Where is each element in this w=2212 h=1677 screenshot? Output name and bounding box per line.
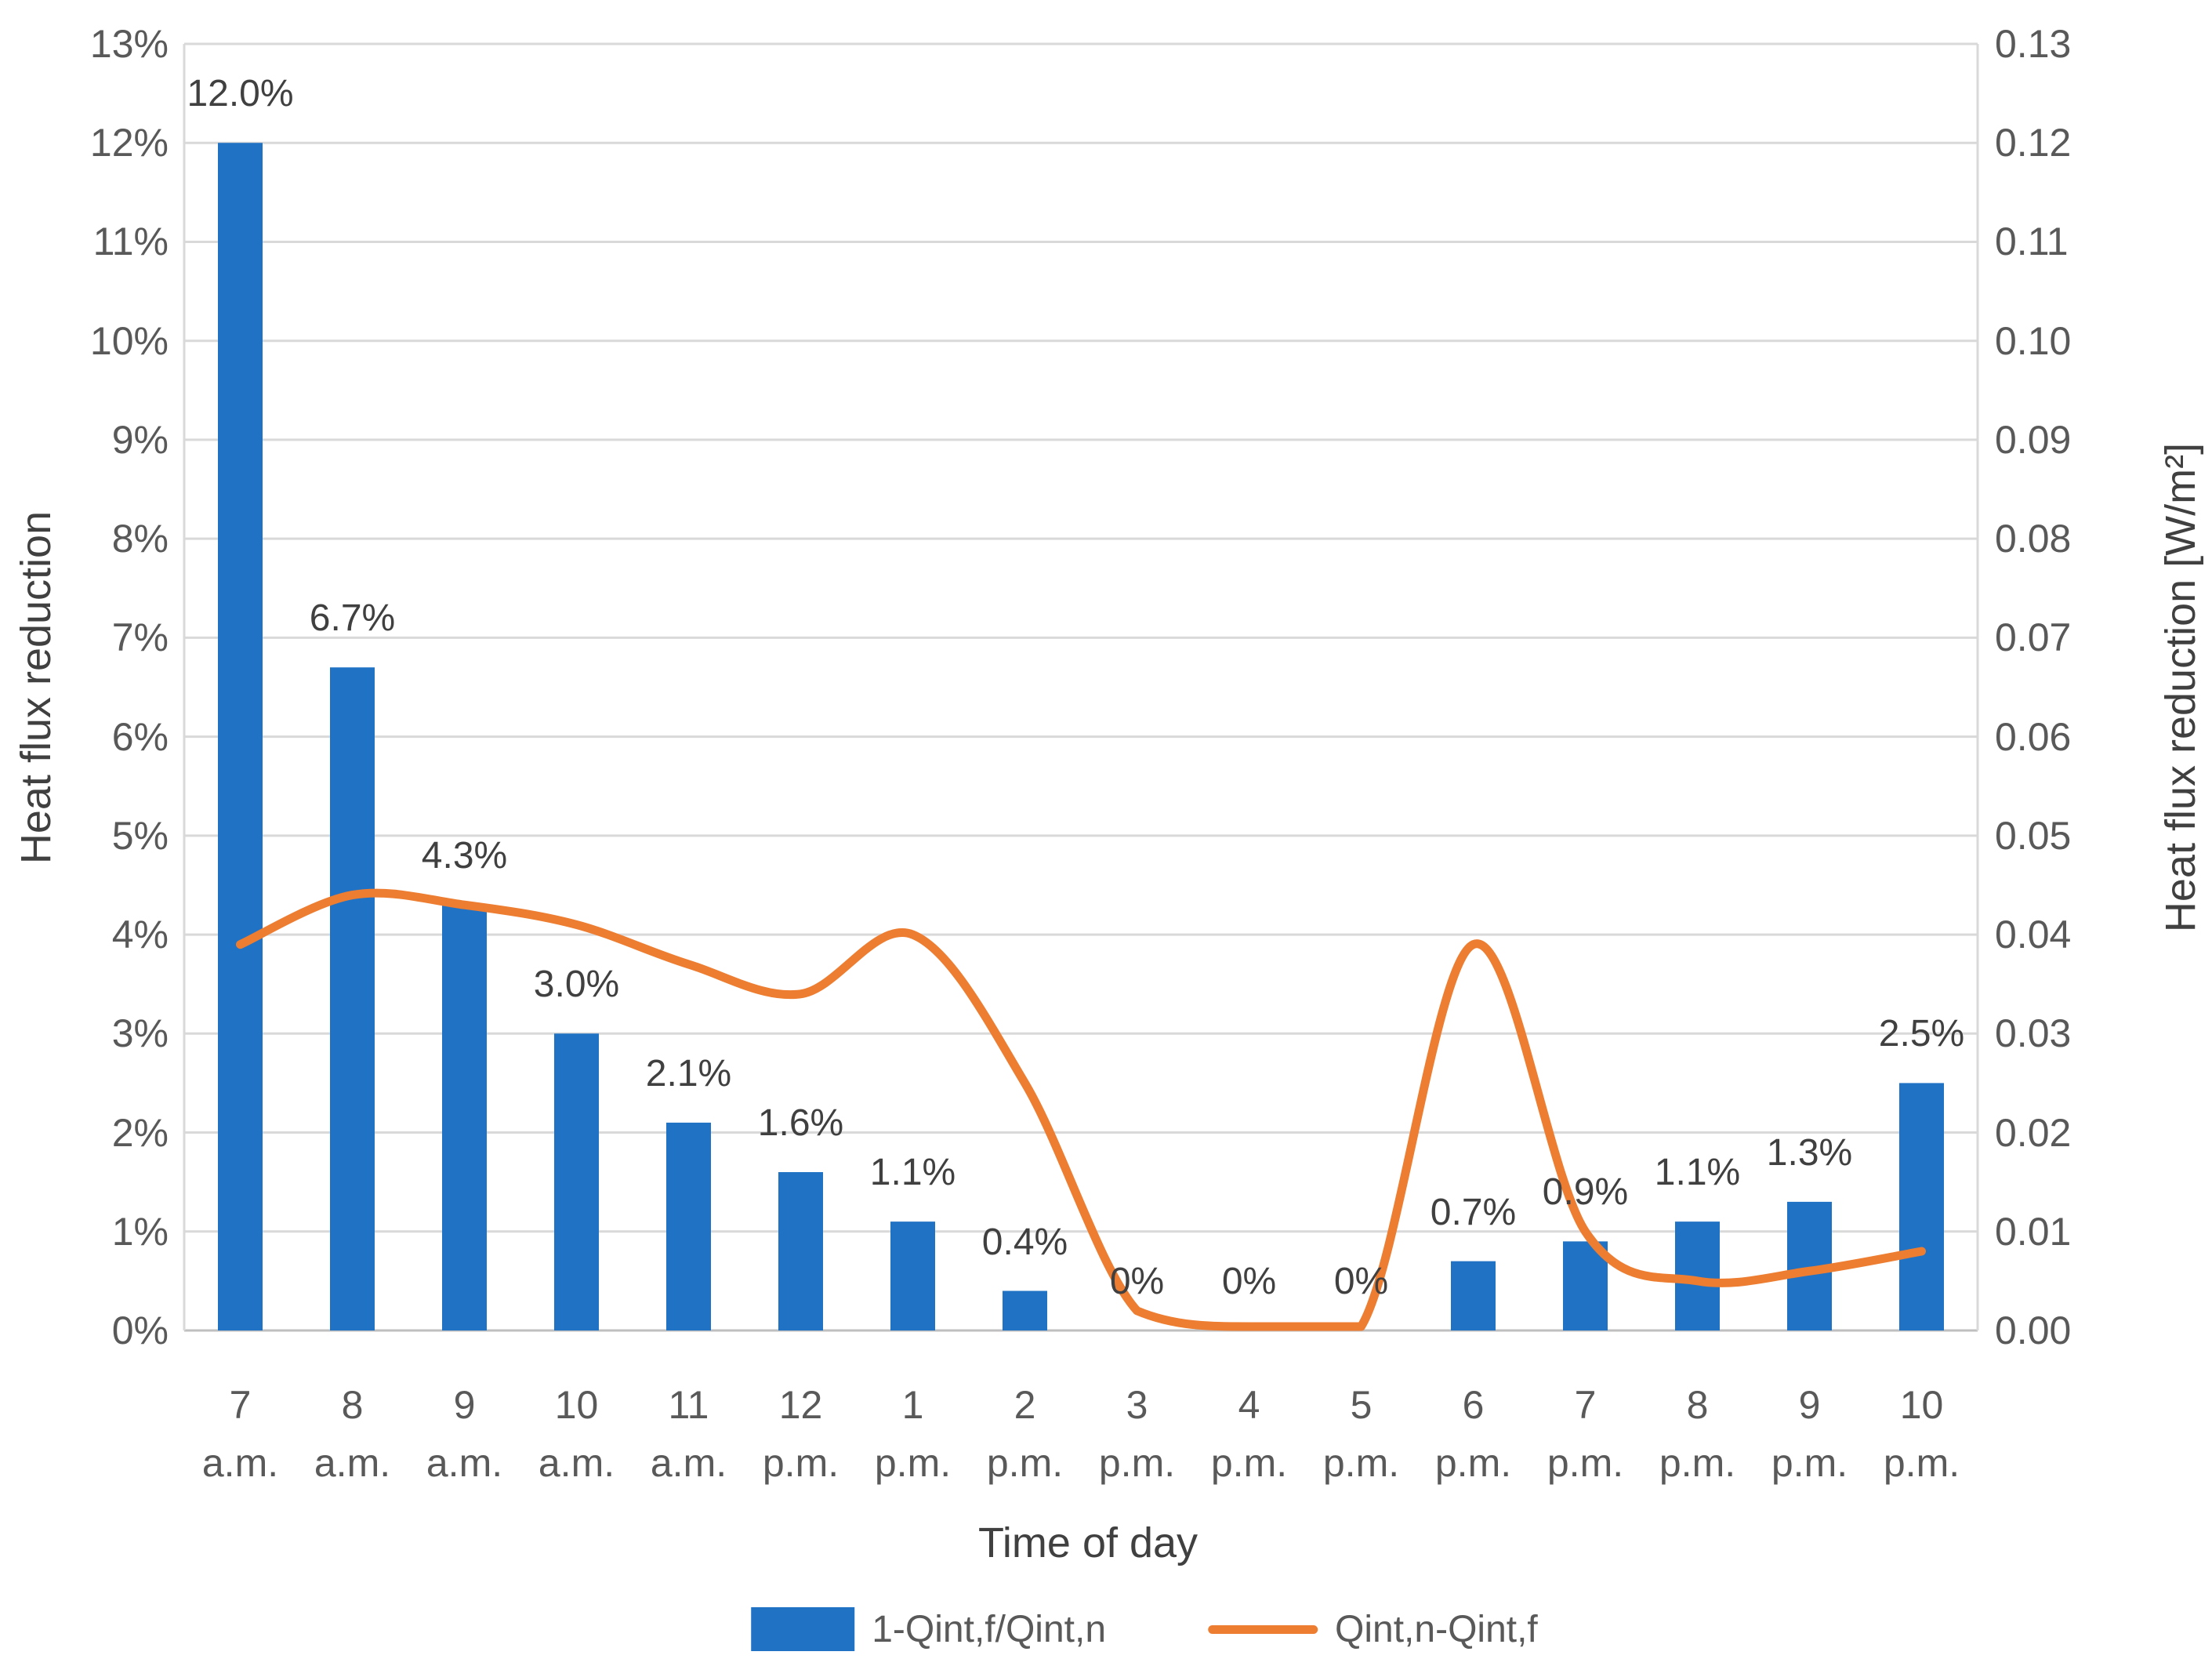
bar (778, 1172, 823, 1330)
x-tick-hour: 12 (778, 1383, 823, 1427)
x-tick-period: p.m. (762, 1441, 839, 1485)
legend: 1-Qint,f/Qint,n Qint,n-Qint,f (751, 1607, 1538, 1651)
bar (442, 905, 487, 1330)
bar (666, 1122, 711, 1330)
right-axis-tick: 0.07 (1995, 615, 2072, 660)
legend-item-bar-series: 1-Qint,f/Qint,n (751, 1607, 1106, 1651)
x-tick-hour: 11 (668, 1383, 709, 1427)
right-axis-tick: 0.06 (1995, 714, 2072, 759)
x-tick-period: p.m. (1659, 1441, 1736, 1485)
x-tick-hour: 9 (1798, 1383, 1821, 1427)
x-tick-period: p.m. (1322, 1441, 1400, 1485)
left-axis-tick: 9% (111, 417, 169, 462)
left-axis-tick: 2% (111, 1110, 169, 1155)
x-tick-hour: 7 (1574, 1383, 1597, 1427)
x-tick-period: p.m. (1771, 1441, 1848, 1485)
x-tick-period: a.m. (426, 1441, 503, 1485)
bar-data-label: 0% (1109, 1261, 1165, 1302)
bar-data-label: 1.3% (1766, 1131, 1853, 1174)
left-axis-tick: 4% (111, 913, 169, 957)
bar-data-label: 0.4% (981, 1221, 1068, 1263)
bar (1003, 1290, 1047, 1330)
left-axis-tick: 7% (111, 615, 169, 660)
bar (890, 1221, 935, 1330)
right-axis-tick: 0.09 (1995, 417, 2072, 462)
x-tick-period: a.m. (201, 1441, 279, 1485)
right-axis-title: Heat flux reduction [W/m²] (2157, 442, 2204, 933)
left-axis-tick: 13% (89, 22, 169, 66)
x-tick-hour: 9 (453, 1383, 476, 1427)
bar (1451, 1261, 1496, 1330)
bar (554, 1033, 599, 1330)
right-axis-tick: 0.11 (1995, 220, 2069, 264)
left-axis-tick: 5% (111, 813, 169, 858)
bar-data-label: 1.6% (757, 1102, 844, 1145)
bar (330, 667, 375, 1330)
x-tick-hour: 1 (901, 1383, 924, 1427)
x-tick-hour: 2 (1014, 1383, 1036, 1427)
left-axis-tick: 11% (92, 220, 169, 264)
bar (1899, 1083, 1944, 1330)
bar-data-label: 4.3% (421, 835, 508, 877)
bar-data-label: 2.1% (645, 1052, 732, 1094)
left-axis-tick: 1% (111, 1209, 169, 1254)
bar-data-label: 1.1% (869, 1152, 956, 1194)
bar-data-label: 12.0% (187, 73, 294, 115)
right-axis-tick: 0.00 (1995, 1309, 2072, 1352)
legend-label-line-series: Qint,n-Qint,f (1335, 1608, 1538, 1650)
right-axis-tick: 0.08 (1995, 517, 2072, 561)
x-tick-period: p.m. (1210, 1441, 1288, 1485)
right-axis-tick: 0.04 (1995, 913, 2072, 957)
left-axis-tick: 6% (111, 714, 169, 759)
x-tick-period: p.m. (1098, 1441, 1176, 1485)
right-axis-tick: 0.10 (1995, 318, 2072, 363)
x-axis-title: Time of day (977, 1519, 1198, 1566)
x-tick-hour: 10 (554, 1383, 599, 1427)
right-axis-tick: 0.03 (1995, 1011, 2072, 1056)
right-axis-tick: 0.01 (1995, 1209, 2072, 1254)
x-tick-period: p.m. (986, 1441, 1064, 1485)
x-tick-period: p.m. (1434, 1441, 1512, 1485)
x-tick-period: a.m. (314, 1441, 391, 1485)
x-tick-period: p.m. (874, 1441, 952, 1485)
right-axis-tick: 0.05 (1995, 813, 2072, 858)
x-tick-hour: 10 (1899, 1383, 1944, 1427)
right-axis-tick: 0.12 (1995, 121, 2072, 165)
x-tick-hour: 3 (1126, 1383, 1148, 1427)
left-axis-tick: 10% (89, 318, 169, 363)
x-tick-hour: 8 (1686, 1383, 1709, 1427)
bar-data-label: 2.5% (1878, 1013, 1965, 1055)
bar-data-label: 1.1% (1654, 1152, 1741, 1194)
legend-item-line-series: Qint,n-Qint,f (1208, 1608, 1538, 1651)
right-axis-tick: 0.13 (1995, 22, 2072, 66)
line-series (236, 888, 1926, 1331)
x-tick-period: p.m. (1883, 1441, 1960, 1485)
x-tick-period: a.m. (538, 1441, 615, 1485)
bar-data-label: 0% (1333, 1261, 1389, 1302)
right-axis-tick: 0.02 (1995, 1110, 2072, 1155)
x-tick-period: p.m. (1547, 1441, 1624, 1485)
bar-data-label: 0% (1221, 1261, 1277, 1302)
x-tick-hour: 5 (1350, 1383, 1373, 1427)
x-tick-hour: 7 (229, 1383, 252, 1427)
bar-series-swatch-icon (751, 1607, 855, 1651)
legend-label-bar-series: 1-Qint,f/Qint,n (872, 1608, 1107, 1650)
bar-data-label: 3.0% (533, 964, 620, 1006)
left-axis-title: Heat flux reduction (13, 510, 60, 865)
line-series-swatch-icon (1208, 1624, 1318, 1634)
left-axis-tick: 3% (111, 1011, 169, 1056)
bar (218, 143, 263, 1331)
left-axis-tick: 0% (111, 1309, 169, 1352)
left-axis-tick: 8% (111, 517, 169, 561)
x-tick-hour: 8 (341, 1383, 364, 1427)
x-tick-hour: 6 (1462, 1383, 1485, 1427)
x-tick-period: a.m. (650, 1441, 727, 1485)
bar-data-label: 6.7% (309, 597, 396, 640)
x-tick-hour: 4 (1238, 1383, 1260, 1427)
left-axis-tick: 12% (89, 121, 169, 165)
bar-data-label: 0.7% (1430, 1191, 1517, 1233)
bar-data-label: 0.9% (1542, 1171, 1629, 1214)
